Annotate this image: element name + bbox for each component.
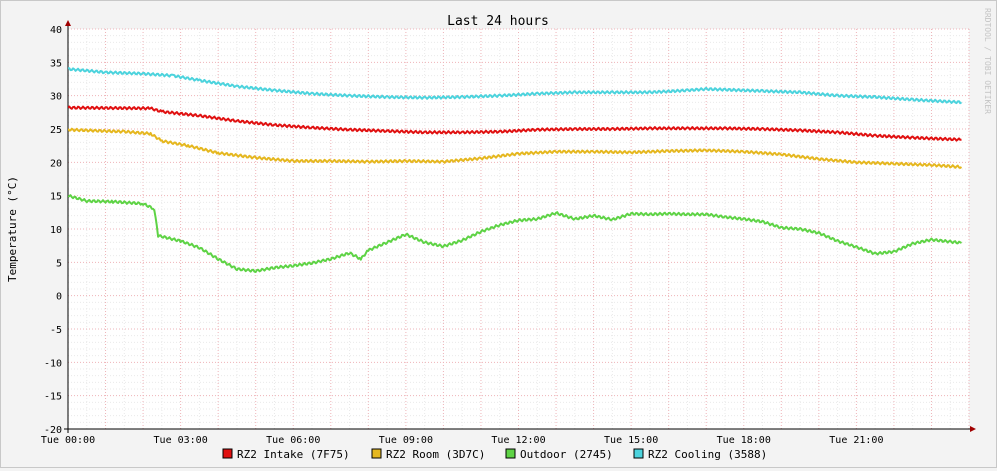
- x-tick-label: Tue 15:00: [604, 435, 658, 446]
- y-tick-labels: 40 35 30 25 20 15 10 5 0 -5 -10 -15 -20: [44, 25, 62, 436]
- legend: RZ2 Intake (7F75) RZ2 Room (3D7C) Outdoor …: [222, 448, 767, 461]
- legend-label: Outdoor (2745): [520, 448, 613, 461]
- y-tick-label: -5: [50, 325, 62, 336]
- legend-label: RZ2 Room (3D7C): [386, 448, 485, 461]
- x-tick-label: Tue 06:00: [266, 435, 320, 446]
- y-axis-label: Temperature (°C): [6, 176, 19, 282]
- x-axis-arrow: [970, 426, 976, 432]
- y-tick-label: 15: [50, 192, 62, 203]
- y-tick-label: 35: [50, 58, 62, 69]
- series-line: [68, 194, 962, 273]
- y-tick-label: 5: [56, 258, 62, 269]
- y-tick-label: 10: [50, 225, 62, 236]
- legend-label: RZ2 Cooling (3588): [648, 448, 767, 461]
- x-tick-label: Tue 18:00: [717, 435, 771, 446]
- legend-swatch: [505, 448, 516, 459]
- series-line: [68, 67, 963, 105]
- legend-swatch: [371, 448, 382, 459]
- legend-label: RZ2 Intake (7F75): [237, 448, 350, 461]
- legend-swatch: [633, 448, 644, 459]
- y-tick-label: -20: [44, 425, 62, 436]
- y-tick-label: 25: [50, 125, 62, 136]
- y-tick-label: 40: [50, 25, 62, 36]
- y-axis-arrow: [65, 20, 71, 26]
- series-lines: [68, 67, 963, 273]
- x-tick-label: Tue 00:00: [41, 435, 95, 446]
- x-tick-labels: Tue 00:00 Tue 03:00 Tue 06:00 Tue 09:00 Tue …: [41, 435, 884, 446]
- x-tick-label: Tue 03:00: [154, 435, 208, 446]
- watermark: RRDTOOL / TOBI OETIKER: [983, 8, 992, 114]
- chart-title: Last 24 hours: [447, 14, 549, 29]
- y-tick-label: 0: [56, 292, 62, 303]
- series-line: [68, 105, 962, 142]
- y-tick-label: 20: [50, 158, 62, 169]
- axes: [64, 20, 976, 433]
- grid: [67, 28, 970, 430]
- y-tick-label: -10: [44, 358, 62, 369]
- x-tick-label: Tue 21:00: [829, 435, 883, 446]
- legend-swatch: [222, 448, 233, 459]
- series-line: [68, 127, 963, 169]
- x-tick-label: Tue 09:00: [379, 435, 433, 446]
- y-tick-label: 30: [50, 92, 62, 103]
- y-tick-label: -15: [44, 392, 62, 403]
- x-tick-label: Tue 12:00: [491, 435, 545, 446]
